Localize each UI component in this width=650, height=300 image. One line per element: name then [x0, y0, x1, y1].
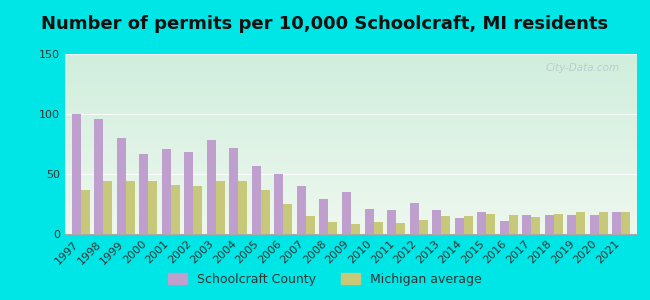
Bar [193, 186, 202, 234]
Bar [509, 215, 517, 234]
Bar [306, 216, 315, 234]
Bar [252, 166, 261, 234]
Bar [531, 217, 540, 234]
Bar [81, 190, 90, 234]
Bar [351, 224, 360, 234]
Bar [297, 186, 306, 234]
Bar [599, 212, 608, 234]
Bar [387, 210, 396, 234]
Bar [185, 152, 193, 234]
Legend: Schoolcraft County, Michigan average: Schoolcraft County, Michigan average [163, 268, 487, 291]
Text: Number of permits per 10,000 Schoolcraft, MI residents: Number of permits per 10,000 Schoolcraft… [42, 15, 608, 33]
Bar [554, 214, 563, 234]
Bar [139, 154, 148, 234]
Text: City-Data.com: City-Data.com [546, 63, 620, 73]
Bar [283, 204, 292, 234]
Bar [274, 174, 283, 234]
Bar [103, 181, 112, 234]
Bar [328, 222, 337, 234]
Bar [621, 212, 630, 234]
Bar [419, 220, 428, 234]
Bar [500, 221, 509, 234]
Bar [126, 181, 135, 234]
Bar [342, 192, 351, 234]
Bar [216, 181, 225, 234]
Bar [463, 216, 473, 234]
Bar [567, 215, 576, 234]
Bar [171, 185, 180, 234]
Bar [162, 149, 171, 234]
Bar [410, 203, 419, 234]
Bar [239, 181, 248, 234]
Bar [477, 212, 486, 234]
Bar [207, 140, 216, 234]
Bar [261, 190, 270, 234]
Bar [612, 212, 621, 234]
Bar [522, 215, 531, 234]
Bar [72, 114, 81, 234]
Bar [545, 215, 554, 234]
Bar [441, 216, 450, 234]
Bar [576, 212, 585, 234]
Bar [319, 199, 328, 234]
Bar [229, 148, 239, 234]
Bar [590, 215, 599, 234]
Bar [486, 214, 495, 234]
Bar [454, 218, 463, 234]
Bar [432, 210, 441, 234]
Bar [148, 181, 157, 234]
Bar [365, 209, 374, 234]
Bar [396, 223, 405, 234]
Bar [117, 138, 126, 234]
Bar [94, 119, 103, 234]
Bar [374, 222, 383, 234]
